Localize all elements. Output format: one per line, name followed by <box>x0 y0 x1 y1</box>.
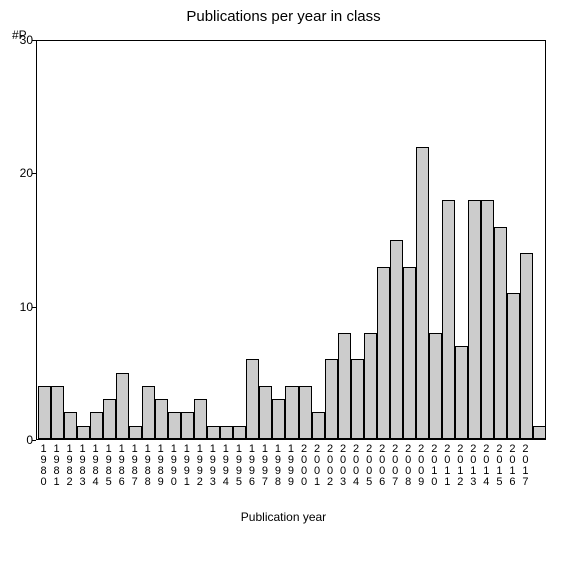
y-tick-label: 0 <box>3 433 33 447</box>
bar <box>351 359 364 439</box>
bar <box>233 426 246 439</box>
x-tick-label: 2003 <box>337 444 350 488</box>
x-tick-label: 2015 <box>493 444 506 488</box>
bar <box>246 359 259 439</box>
x-tick-label: 1987 <box>128 444 141 488</box>
x-tick-label: 2004 <box>350 444 363 488</box>
bar <box>77 426 90 439</box>
bar <box>181 412 194 439</box>
x-tick-label: 2014 <box>480 444 493 488</box>
bar <box>194 399 207 439</box>
bar <box>299 386 312 439</box>
x-tick-label: 1988 <box>141 444 154 488</box>
bar <box>390 240 403 439</box>
x-tick-label: 2008 <box>402 444 415 488</box>
bar <box>64 412 77 439</box>
bar <box>38 386 51 439</box>
bar <box>285 386 298 439</box>
bar <box>507 293 520 439</box>
x-tick-label: 2010 <box>428 444 441 488</box>
x-tick-label: 2000 <box>298 444 311 488</box>
bar <box>468 200 481 439</box>
x-tick-label: 2012 <box>454 444 467 488</box>
bar <box>377 267 390 439</box>
bar <box>207 426 220 439</box>
x-tick-label: 1992 <box>193 444 206 488</box>
bar <box>168 412 181 439</box>
x-tick-label: 1997 <box>258 444 271 488</box>
bar <box>364 333 377 439</box>
x-tick-label: 2005 <box>363 444 376 488</box>
y-tick <box>32 40 36 41</box>
x-tick-label: 2009 <box>415 444 428 488</box>
bar <box>51 386 64 439</box>
x-tick-label: 1995 <box>232 444 245 488</box>
bar <box>103 399 116 439</box>
x-tick-label: 1998 <box>271 444 284 488</box>
bars-group <box>37 41 545 439</box>
chart-title: Publications per year in class <box>0 8 567 25</box>
bar <box>220 426 233 439</box>
x-tick-label: 1981 <box>50 444 63 488</box>
bar <box>455 346 468 439</box>
x-tick-label: 2011 <box>441 444 454 488</box>
y-tick-label: 30 <box>3 33 33 47</box>
y-tick <box>32 307 36 308</box>
bar <box>90 412 103 439</box>
x-tick-label: 1982 <box>63 444 76 488</box>
x-tick-label: 2002 <box>324 444 337 488</box>
bar <box>533 426 546 439</box>
bar <box>272 399 285 439</box>
x-tick-label: 1986 <box>115 444 128 488</box>
x-tick-label: 1999 <box>284 444 297 488</box>
x-tick-label: 2006 <box>376 444 389 488</box>
y-tick-label: 10 <box>3 300 33 314</box>
x-tick-label: 1990 <box>167 444 180 488</box>
x-tick-label: 1996 <box>245 444 258 488</box>
bar <box>338 333 351 439</box>
bar <box>155 399 168 439</box>
x-tick-label: 1985 <box>102 444 115 488</box>
x-axis-title: Publication year <box>0 510 567 524</box>
x-tick-label: 2017 <box>519 444 532 488</box>
bar <box>325 359 338 439</box>
bar <box>129 426 142 439</box>
bar <box>494 227 507 439</box>
x-tick-label: 1993 <box>206 444 219 488</box>
bar <box>142 386 155 439</box>
x-tick-label: 1991 <box>180 444 193 488</box>
x-tick-label: 1983 <box>76 444 89 488</box>
y-tick-label: 20 <box>3 166 33 180</box>
x-tick-label: 1984 <box>89 444 102 488</box>
bar <box>520 253 533 439</box>
y-tick <box>32 173 36 174</box>
bar <box>416 147 429 439</box>
y-tick <box>32 440 36 441</box>
chart-container: Publications per year in class #P 198019… <box>0 0 567 567</box>
bar <box>312 412 325 439</box>
bar <box>442 200 455 439</box>
bar <box>481 200 494 439</box>
bar <box>116 373 129 439</box>
x-tick-label: 1980 <box>37 444 50 488</box>
x-tick-label: 2001 <box>311 444 324 488</box>
plot-area <box>36 40 546 440</box>
bar <box>259 386 272 439</box>
x-tick-label: 2007 <box>389 444 402 488</box>
bar <box>403 267 416 439</box>
x-tick-label: 1989 <box>154 444 167 488</box>
x-tick-label: 2013 <box>467 444 480 488</box>
x-tick-label: 1994 <box>219 444 232 488</box>
x-tick-label: 2016 <box>506 444 519 488</box>
bar <box>429 333 442 439</box>
x-labels-group: 1980198119821983198419851986198719881989… <box>36 444 546 504</box>
